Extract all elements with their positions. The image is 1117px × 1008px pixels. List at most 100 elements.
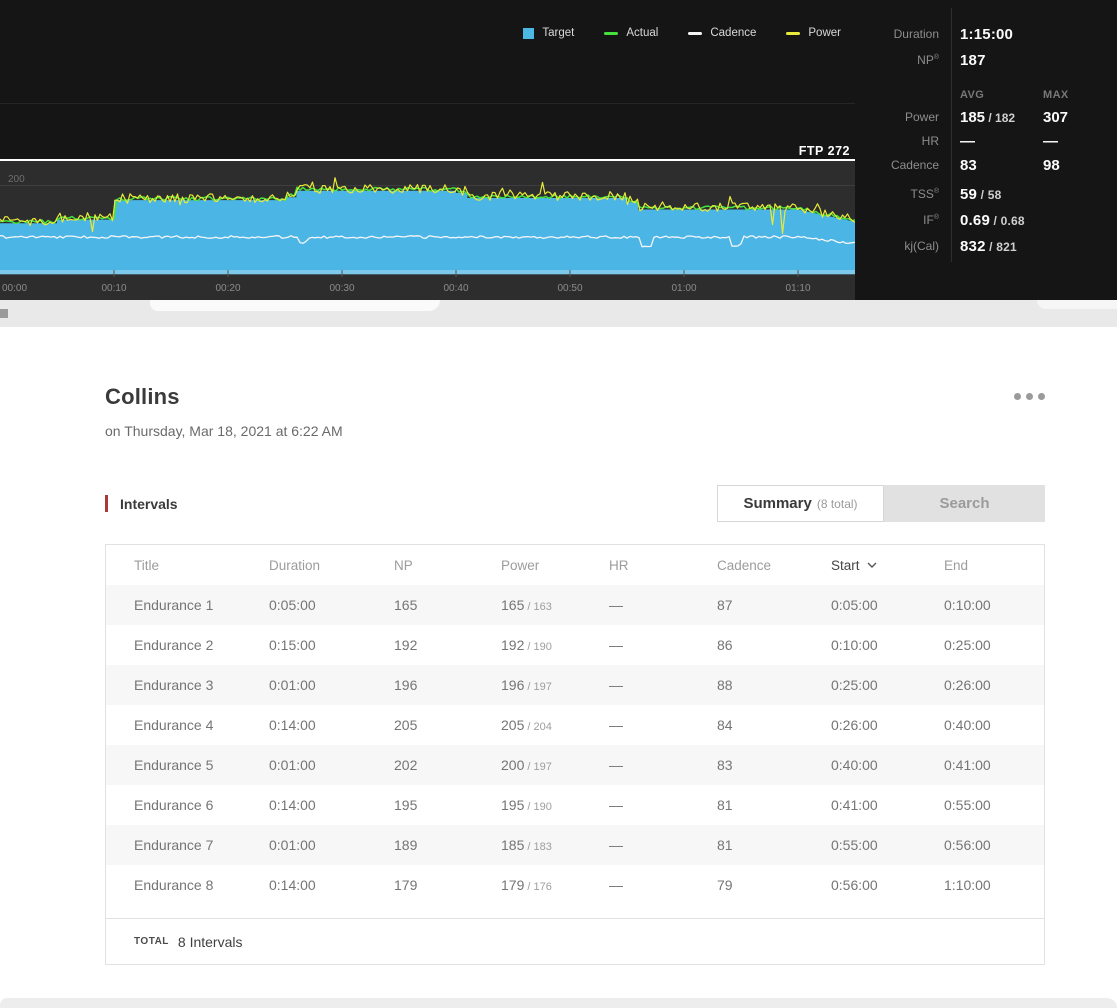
table-row[interactable]: Endurance 3 0:01:00 196 196 / 197 — 88 0:25:00…	[106, 665, 1044, 705]
tab-search[interactable]: Search	[884, 485, 1045, 522]
cell-power: 205 / 204	[501, 717, 552, 733]
table-row[interactable]: Endurance 8 0:14:00 179 179 / 176 — 79 0:56:00…	[106, 865, 1044, 905]
cell-start: 0:55:00	[831, 837, 878, 853]
column-header-end[interactable]: End	[944, 557, 969, 573]
stat-if: IF® 0.69 / 0.68	[855, 207, 1117, 233]
cell-hr: —	[609, 797, 623, 813]
power-line	[0, 177, 855, 234]
cell-hr: —	[609, 757, 623, 773]
cell-hr: —	[609, 877, 623, 893]
cell-power: 165 / 163	[501, 597, 552, 613]
cell-np: 195	[394, 797, 418, 813]
table-row[interactable]: Endurance 5 0:01:00 202 200 / 197 — 83 0:40:00…	[106, 745, 1044, 785]
cell-np: 179	[394, 877, 418, 893]
cell-title: Endurance 8	[134, 877, 214, 893]
workout-date: on Thursday, Mar 18, 2021 at 6:22 AM	[105, 423, 343, 439]
legend-label: Target	[542, 27, 575, 39]
power-swatch-icon	[786, 31, 801, 35]
stat-avg-value: 185 / 182	[960, 108, 1016, 126]
cell-title: Endurance 2	[134, 637, 214, 653]
table-row[interactable]: Endurance 4 0:14:00 205 205 / 204 — 84 0:26:00…	[106, 705, 1044, 745]
column-header-title[interactable]: Title	[134, 557, 160, 573]
table-footer: TOTAL 8 Intervals	[106, 918, 1044, 964]
cell-title: Endurance 1	[134, 597, 214, 613]
stat-label: kj(Cal)	[904, 239, 939, 253]
tear-decoration	[1037, 300, 1117, 309]
x-axis-tick-label: 01:10	[785, 283, 810, 294]
actual-line	[0, 186, 855, 225]
workout-detail-section: Collins on Thursday, Mar 18, 2021 at 6:2…	[0, 327, 1117, 1008]
power-chart[interactable]: Target Actual Cadence Power 200 FTP 272 00…	[0, 0, 855, 300]
cell-cadence: 84	[717, 717, 733, 733]
max-header: MAX	[1043, 89, 1069, 101]
stat-value: 59 / 58	[960, 185, 1002, 203]
column-header-power[interactable]: Power	[501, 557, 540, 573]
cell-end: 0:10:00	[944, 597, 991, 613]
cell-end: 0:56:00	[944, 837, 991, 853]
actual-swatch-icon	[604, 31, 619, 35]
legend-item-power[interactable]: Power	[786, 27, 841, 39]
cell-title: Endurance 7	[134, 837, 214, 853]
legend-item-actual[interactable]: Actual	[604, 27, 658, 39]
workout-summary-section: Target Actual Cadence Power 200 FTP 272 00…	[0, 0, 1117, 300]
cell-np: 205	[394, 717, 418, 733]
legend-item-cadence[interactable]: Cadence	[688, 27, 756, 39]
cell-cadence: 81	[717, 797, 733, 813]
cell-start: 0:10:00	[831, 637, 878, 653]
stat-tss: TSS® 59 / 58	[855, 181, 1117, 207]
stat-kj: kj(Cal) 832 / 821	[855, 233, 1117, 259]
cell-hr: —	[609, 597, 623, 613]
stat-value: 1:15:00	[960, 25, 1014, 43]
table-row[interactable]: Endurance 2 0:15:00 192 192 / 190 — 86 0:10:00…	[106, 625, 1044, 665]
x-axis-tick-label: 00:20	[215, 283, 240, 294]
column-header-duration[interactable]: Duration	[269, 557, 321, 573]
legend-item-target[interactable]: Target	[523, 27, 574, 39]
intervals-heading: Intervals	[120, 495, 178, 512]
stat-hr: HR — —	[855, 129, 1117, 153]
stat-max-value: 98	[1043, 156, 1060, 174]
cell-duration: 0:14:00	[269, 717, 316, 733]
table-row[interactable]: Endurance 7 0:01:00 189 185 / 183 — 81 0:55:00…	[106, 825, 1044, 865]
table-row[interactable]: Endurance 6 0:14:00 195 195 / 190 — 81 0:41:00…	[106, 785, 1044, 825]
stat-power: Power 185 / 182 307	[855, 105, 1117, 129]
total-value: 8 Intervals	[177, 933, 243, 950]
avg-header: AVG	[960, 89, 985, 101]
cell-duration: 0:01:00	[269, 837, 316, 853]
x-axis-tick-label: 00:00	[2, 283, 27, 294]
stat-value: 832 / 821	[960, 237, 1017, 255]
column-header-hr[interactable]: HR	[609, 557, 629, 573]
x-axis-tick-label: 00:50	[557, 283, 582, 294]
stat-value: 0.69 / 0.68	[960, 211, 1025, 229]
bottom-tear-strip	[0, 998, 1117, 1008]
cell-start: 0:26:00	[831, 717, 878, 733]
cell-start: 0:40:00	[831, 757, 878, 773]
ftp-label: FTP 272	[799, 144, 850, 158]
cell-np: 196	[394, 677, 418, 693]
column-label: Start	[831, 557, 860, 573]
cadence-swatch-icon	[688, 31, 703, 35]
cell-cadence: 88	[717, 677, 733, 693]
x-axis-tick-label: 00:40	[443, 283, 468, 294]
stat-label: Duration	[893, 27, 939, 41]
cell-power: 196 / 197	[501, 677, 552, 693]
stat-value: 187	[960, 51, 986, 69]
tab-summary[interactable]: Summary (8 total)	[717, 485, 884, 522]
page-tear-strip	[0, 300, 1117, 327]
target-area	[0, 190, 855, 274]
avg-max-header: AVG MAX	[855, 85, 1117, 105]
dot-icon	[1014, 393, 1021, 400]
table-row[interactable]: Endurance 1 0:05:00 165 165 / 163 — 87 0:05:00…	[106, 585, 1044, 625]
intervals-tabs: Summary (8 total) Search	[717, 485, 1045, 522]
cell-end: 0:26:00	[944, 677, 991, 693]
more-options-button[interactable]	[1014, 393, 1045, 400]
y-gridline-label: 200	[8, 174, 25, 185]
stat-avg-value: 83	[960, 156, 977, 174]
stat-np: NP® 187	[855, 47, 1117, 73]
stat-label: IF®	[923, 213, 939, 227]
table-body: Endurance 1 0:05:00 165 165 / 163 — 87 0:05:00…	[106, 585, 1044, 905]
chart-canvas[interactable]: 200 FTP 272 00:00 00:10 00:20 00:30 00:40 00:50…	[0, 0, 855, 300]
column-header-np[interactable]: NP	[394, 557, 413, 573]
cell-power: 185 / 183	[501, 837, 552, 853]
column-header-cadence[interactable]: Cadence	[717, 557, 772, 573]
column-header-start[interactable]: Start	[831, 558, 944, 573]
